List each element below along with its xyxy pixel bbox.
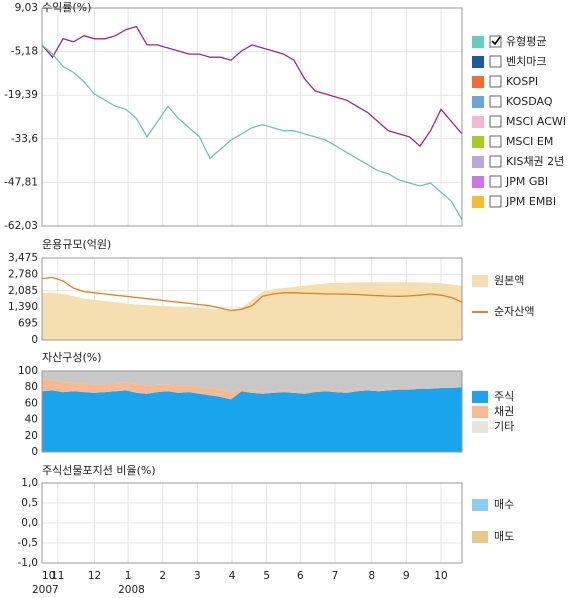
plot-border xyxy=(41,257,463,341)
y-tick-label: 60 xyxy=(25,397,38,409)
legend-swatch xyxy=(472,76,484,88)
y-tick-label: -5,18 xyxy=(11,46,38,58)
plot-area xyxy=(42,8,462,226)
legend-swatch xyxy=(472,421,488,433)
legend-label: 매수 xyxy=(494,498,514,511)
y-tick-label: 2,780 xyxy=(8,268,38,280)
y-tick-label: -62,03 xyxy=(4,220,38,232)
legend-checkbox[interactable] xyxy=(489,75,502,88)
legend-label: 주식 xyxy=(494,390,514,403)
legend-label: KOSPI xyxy=(506,75,538,88)
stacked-area xyxy=(42,387,462,452)
legend-label: 채권 xyxy=(494,405,514,418)
y-tick-label: 695 xyxy=(18,318,38,330)
line xyxy=(41,44,463,221)
legend-checkbox[interactable] xyxy=(489,175,502,188)
stacked-area xyxy=(42,379,462,400)
x-tick-label: 3 xyxy=(194,570,201,582)
legend-swatch xyxy=(472,116,484,128)
y-tick-label: 0 xyxy=(31,334,38,346)
x-tick-label: 4 xyxy=(229,570,236,582)
y-tick-label: 0 xyxy=(31,446,38,458)
legend-label: 유형평균 xyxy=(506,35,546,48)
area xyxy=(42,282,462,340)
legend-swatch xyxy=(472,275,488,287)
legend-swatch xyxy=(472,136,484,148)
legend-label: KIS채권 2년 xyxy=(506,155,564,168)
line xyxy=(41,276,463,312)
y-tick-label: 9,03 xyxy=(15,2,38,14)
legend-swatch xyxy=(472,406,488,418)
legend-checkbox[interactable] xyxy=(489,95,502,108)
legend-swatch xyxy=(472,391,488,403)
legend-checkbox[interactable] xyxy=(489,55,502,68)
plot-border xyxy=(41,370,463,453)
legend-swatch xyxy=(472,499,488,511)
plot-border xyxy=(41,482,463,564)
legend-label: MSCI ACWI xyxy=(506,115,566,128)
legend-swatch xyxy=(472,176,484,188)
stacked-area xyxy=(42,371,462,393)
legend-swatch xyxy=(472,156,484,168)
legend-swatch xyxy=(472,531,488,543)
y-tick-label: -33,6 xyxy=(11,133,38,145)
legend-label: JPM GBI xyxy=(505,175,548,188)
x-tick-label: 7 xyxy=(332,570,339,582)
y-tick-label: -47,81 xyxy=(4,176,38,188)
plot-border xyxy=(41,7,463,227)
checkmark xyxy=(491,36,501,46)
y-tick-label: 40 xyxy=(25,414,38,426)
legend-label: 매도 xyxy=(494,530,514,543)
y-tick-label: 0,0 xyxy=(21,517,38,529)
x-tick-label: 1 xyxy=(125,570,132,582)
legend-checkbox[interactable] xyxy=(489,195,502,208)
x-tick-label: 9 xyxy=(403,570,410,582)
legend-checkbox[interactable] xyxy=(489,115,502,128)
y-tick-label: 100 xyxy=(18,365,38,377)
y-tick-label: -0,5 xyxy=(18,537,39,549)
y-tick-label: 1,390 xyxy=(8,301,38,313)
legend-label: MSCI EM xyxy=(506,135,553,148)
legend-label: JPM EMBI xyxy=(505,195,556,208)
y-tick-label: 1,0 xyxy=(21,477,38,489)
legend-swatch xyxy=(472,36,484,48)
panel-title: 자산구성(%) xyxy=(42,351,102,364)
y-tick-label: 2,085 xyxy=(8,285,38,297)
y-tick-label: 3,475 xyxy=(8,252,38,264)
x-tick-label: 6 xyxy=(297,570,304,582)
legend-checkbox[interactable] xyxy=(489,135,502,148)
y-tick-label: -1,0 xyxy=(18,557,39,569)
legend-label: 벤치마크 xyxy=(506,55,546,68)
panel-title: 수익률(%) xyxy=(42,1,91,14)
x-tick-label: 12 xyxy=(88,570,101,582)
legend-label: 기타 xyxy=(494,420,514,433)
legend-checkbox[interactable] xyxy=(489,35,502,48)
x-tick-label: 5 xyxy=(263,570,270,582)
y-tick-label: -19,39 xyxy=(4,89,38,101)
legend-swatch xyxy=(472,196,484,208)
x-tick-label: 11 xyxy=(51,570,64,582)
x-tick-label: 10 xyxy=(42,570,55,582)
legend-label: KOSDAQ xyxy=(506,95,553,108)
x-tick-label: 2 xyxy=(159,570,166,582)
y-tick-label: 80 xyxy=(25,381,38,393)
legend-swatch xyxy=(472,96,484,108)
legend-checkbox[interactable] xyxy=(489,155,502,168)
panel-title: 운용규모(억원) xyxy=(42,238,111,251)
legend-swatch xyxy=(472,56,484,68)
x-tick-label: 8 xyxy=(368,570,375,582)
year-label: 2008 xyxy=(118,584,145,596)
year-label: 2007 xyxy=(32,584,59,596)
legend-label: 순자산액 xyxy=(494,305,534,318)
y-tick-label: 0,5 xyxy=(21,497,38,509)
y-tick-label: 20 xyxy=(25,430,38,442)
line xyxy=(41,25,463,148)
x-tick-label: 10 xyxy=(434,570,447,582)
panel-title: 주식선물포지션 비율(%) xyxy=(42,464,156,477)
legend-label: 원본액 xyxy=(494,274,524,287)
